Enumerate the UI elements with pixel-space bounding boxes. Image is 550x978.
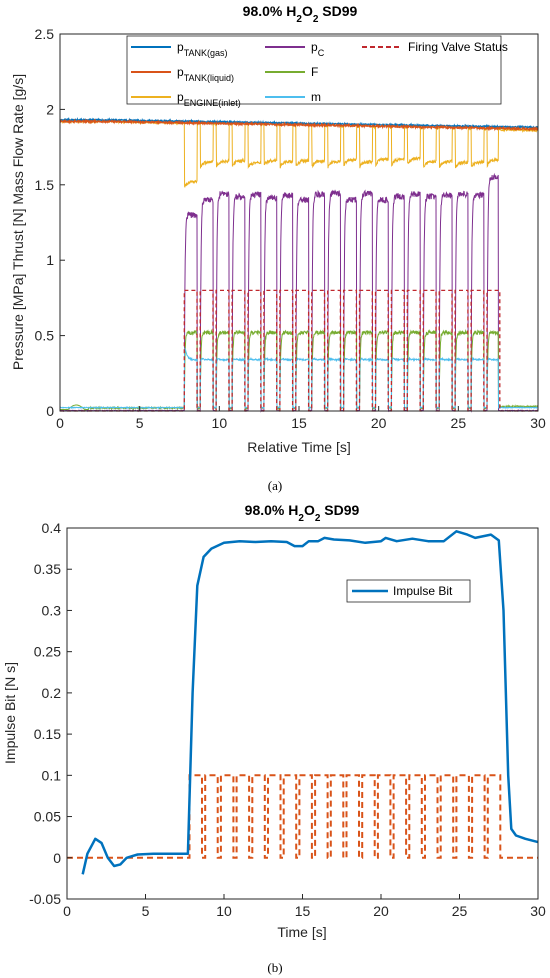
chart-a-y-ticks: 0 0.5 1 1.5 2 2.5 [35, 26, 65, 419]
chart-b-y-tick-label: 0 [53, 850, 61, 866]
chart-a-title: 98.0% H2O2 SD99 [243, 3, 358, 25]
chart-a-y-tick-label: 2.5 [35, 26, 55, 42]
legend-a-label-pc: pC [311, 40, 325, 58]
caption-a: (a) [268, 478, 282, 493]
series-engine-inlet-line [59, 118, 539, 188]
chart-b-y-tick-label: 0.25 [34, 644, 61, 660]
chart-b-x-tick-label: 15 [295, 903, 311, 919]
series-pc-line [59, 172, 539, 413]
chart-b-x-tick-label: 30 [530, 903, 546, 919]
chart-a: 98.0% H2O2 SD99 0 5 10 15 20 25 30 0 0.5 1 1.5 2 2.… [10, 3, 546, 493]
legend-a-label-tank_gas: pTANK(gas) [177, 40, 228, 58]
chart-b-y-tick-label: 0.05 [34, 809, 61, 825]
chart-a-x-tick-label: 20 [371, 415, 387, 431]
chart-a-x-tick-label: 5 [136, 415, 144, 431]
chart-a-x-tick-label: 0 [56, 415, 64, 431]
caption-b: (b) [267, 960, 282, 975]
chart-a-legend: pTANK(gas) pTANK(liquid) pENGINE(inlet) pC F… [126, 35, 508, 108]
chart-a-x-tick-label: 15 [291, 415, 307, 431]
legend-a-label-valve: Firing Valve Status [408, 40, 508, 54]
chart-a-y-tick-label: 1 [46, 252, 54, 268]
chart-a-y-tick-label: 2 [46, 101, 54, 117]
chart-b-y-axis-label: Impulse Bit [N s] [2, 662, 18, 764]
chart-b-y-tick-label: 0.35 [34, 561, 61, 577]
chart-a-y-tick-label: 0 [46, 403, 54, 419]
chart-a-x-tick-label: 25 [451, 415, 467, 431]
chart-a-y-tick-label: 0.5 [35, 328, 55, 344]
legend-a-label-engine_inlet: pENGINE(inlet) [177, 90, 241, 108]
legend-b-label-impulse: Impulse Bit [393, 584, 453, 598]
chart-b-y-tick-label: 0.15 [34, 726, 61, 742]
legend-a-label-tank_liquid: pTANK(liquid) [177, 65, 234, 83]
chart-b-data [67, 530, 539, 875]
chart-b-x-axis-label: Time [s] [277, 924, 326, 940]
chart-a-legend-box [126, 35, 502, 105]
chart-b-x-tick-label: 0 [63, 903, 71, 919]
chart-b-x-tick-label: 10 [216, 903, 232, 919]
chart-b: 98.0% H2O2 SD99 0 5 10 15 20 25 30 -0.0500.050… [2, 502, 546, 975]
chart-b-y-tick-label: -0.05 [29, 891, 61, 907]
chart-b-x-tick-label: 25 [452, 903, 468, 919]
legend-a-label-thrust: F [311, 65, 318, 79]
chart-a-y-tick-label: 1.5 [35, 177, 55, 193]
series-firing-valve-line [60, 289, 538, 412]
series-mdot-line [59, 347, 539, 410]
chart-b-y-ticks: -0.05 0 0.05 0.1 0.15 0.2 0.25 0.3 0.35 0.4 [29, 520, 72, 907]
series-tank-liquid-line [59, 118, 539, 132]
chart-b-y-tick-label: 0.4 [42, 520, 62, 536]
chart-b-legend-box [346, 579, 471, 603]
chart-b-y-tick-label: 0.1 [42, 767, 62, 783]
chart-b-legend: Impulse Bit [346, 579, 471, 603]
series-impulse-valve-line [67, 774, 538, 859]
series-thrust-line [60, 328, 539, 411]
chart-b-x-tick-label: 20 [373, 903, 389, 919]
chart-a-x-tick-label: 30 [530, 415, 546, 431]
chart-a-data [59, 116, 539, 413]
chart-a-x-ticks: 0 5 10 15 20 25 30 [56, 406, 546, 431]
chart-a-x-axis-label: Relative Time [s] [247, 439, 350, 455]
chart-b-y-tick-label: 0.3 [42, 602, 62, 618]
chart-a-y-axis-label: Pressure [MPa] Thrust [N] Mass Flow Rate… [10, 74, 26, 370]
legend-a-label-mdot: m [311, 90, 321, 104]
chart-b-y-tick-label: 0.2 [42, 685, 62, 701]
chart-b-x-ticks: 0 5 10 15 20 25 30 [63, 894, 546, 919]
series-impulse-bit-line [81, 530, 539, 875]
chart-b-title: 98.0% H2O2 SD99 [245, 502, 360, 524]
chart-b-x-tick-label: 5 [142, 903, 150, 919]
chart-a-x-tick-label: 10 [212, 415, 228, 431]
series-tank-gas-line [59, 116, 539, 131]
